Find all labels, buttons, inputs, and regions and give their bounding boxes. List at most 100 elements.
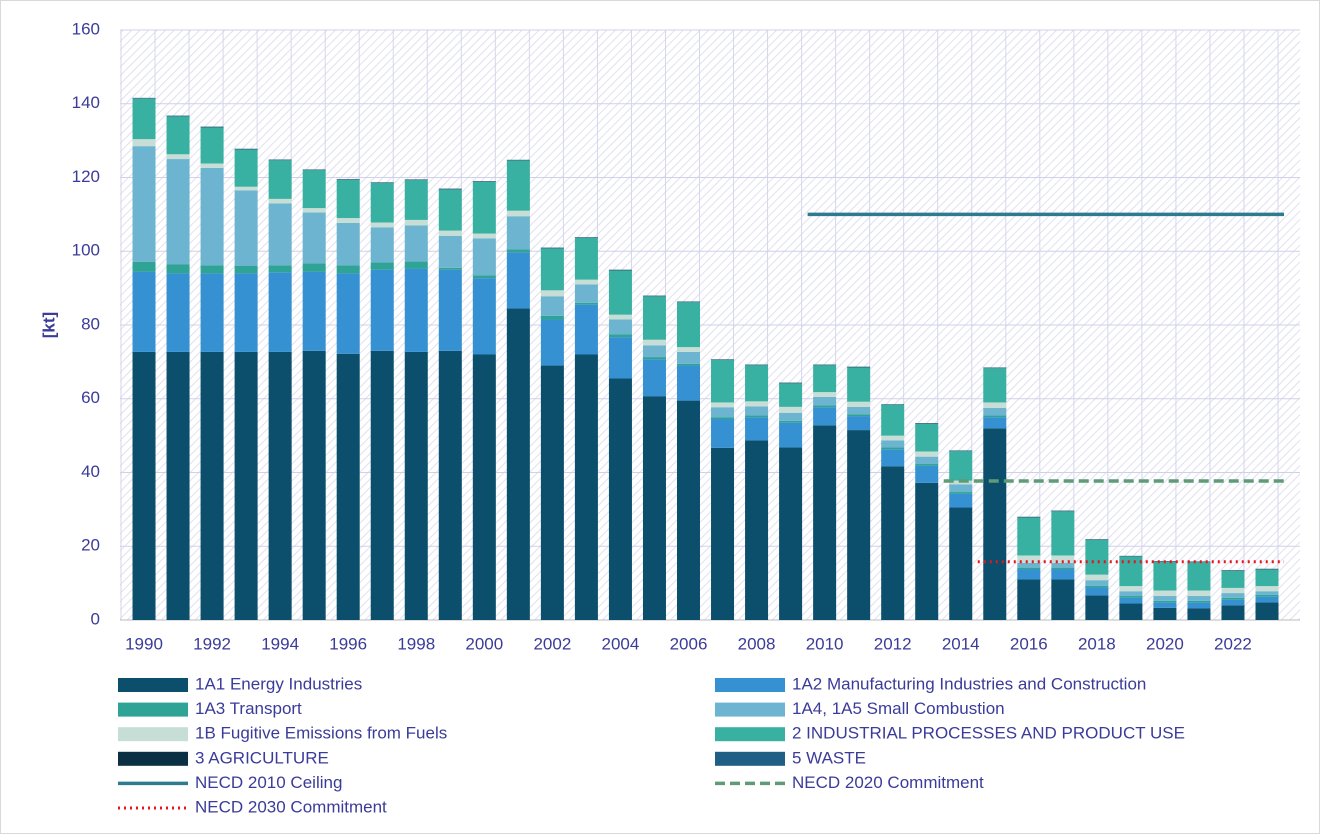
- bar-segment: [268, 198, 292, 204]
- legend-label: 5 WASTE: [792, 748, 866, 767]
- bar-segment: [881, 466, 905, 620]
- legend-label: NECD 2010 Ceiling: [195, 773, 342, 792]
- bar-segment: [472, 275, 496, 279]
- bar-segment: [779, 412, 803, 421]
- bar-segment: [676, 347, 700, 352]
- bar-segment: [1221, 570, 1245, 588]
- bar-segment: [1119, 597, 1143, 604]
- bar-segment: [370, 183, 394, 223]
- y-tick-label: 160: [72, 19, 100, 38]
- x-tick-label: 2008: [738, 634, 776, 653]
- y-tick-label: 0: [91, 609, 100, 628]
- legend-label: 3 AGRICULTURE: [195, 748, 329, 767]
- bar-segment: [608, 337, 632, 379]
- bar-segment: [608, 270, 632, 315]
- bar-segment: [370, 262, 394, 270]
- bar-segment: [881, 440, 905, 448]
- bar-segment: [200, 351, 224, 620]
- bar-segment: [438, 350, 462, 620]
- bar-segment: [132, 261, 156, 272]
- bar-segment: [302, 208, 326, 213]
- x-tick-label: 1996: [329, 634, 367, 653]
- bar-segment: [949, 492, 973, 494]
- bar-segment: [404, 225, 428, 262]
- bar-segment: [472, 181, 496, 234]
- bar-segment: [1187, 600, 1211, 603]
- bar-segment: [1153, 607, 1177, 620]
- x-tick-label: 1998: [397, 634, 435, 653]
- bar-segment: [745, 415, 769, 418]
- legend-label: 1A2 Manufacturing Industries and Constru…: [792, 674, 1146, 693]
- bar-segment: [983, 428, 1007, 620]
- bar-segment: [1255, 569, 1279, 587]
- bar-segment: [847, 416, 871, 431]
- bar-segment: [404, 351, 428, 620]
- bar-segment: [302, 271, 326, 351]
- bar-segment: [1221, 605, 1245, 620]
- bar-segment: [642, 357, 666, 360]
- bar-segment: [1187, 596, 1211, 601]
- x-tick-label: 1994: [261, 634, 299, 653]
- bar-segment: [642, 345, 666, 358]
- bar-segment: [813, 405, 837, 408]
- bar-segment: [506, 160, 530, 211]
- bar-segment: [676, 365, 700, 401]
- bar-segment: [676, 363, 700, 366]
- bar-segment: [336, 353, 360, 620]
- bar-segment: [1153, 596, 1177, 601]
- bar-segment: [745, 365, 769, 402]
- bar-segment: [438, 189, 462, 231]
- bar-segment: [1153, 590, 1177, 597]
- bar-segment: [813, 407, 837, 426]
- bar-segment: [1187, 562, 1211, 591]
- bar-segment: [676, 351, 700, 364]
- bar-segment: [1017, 579, 1041, 620]
- bar-segment: [813, 392, 837, 397]
- bar-segment: [1221, 597, 1245, 600]
- bar-segment: [915, 464, 939, 466]
- bar-segment: [132, 146, 156, 262]
- legend-swatch: [118, 702, 188, 717]
- x-tick-label: 1992: [193, 634, 231, 653]
- bar-segment: [676, 302, 700, 348]
- bar-segment: [779, 422, 803, 448]
- legend-label: 2 INDUSTRIAL PROCESSES AND PRODUCT USE: [792, 724, 1185, 743]
- bar-segment: [676, 400, 700, 620]
- bar-segment: [302, 170, 326, 209]
- y-tick-label: 140: [72, 93, 100, 112]
- bar-segment: [166, 273, 190, 352]
- bar-segment: [200, 265, 224, 274]
- bar-segment: [608, 334, 632, 338]
- bar-segment: [1119, 603, 1143, 620]
- bar-segment: [847, 401, 871, 407]
- legend-label: 1A1 Energy Industries: [195, 674, 362, 693]
- bar-segment: [983, 368, 1007, 403]
- bar-segment: [540, 315, 564, 320]
- bar-segment: [404, 268, 428, 352]
- bar-segment: [949, 484, 973, 493]
- bar-segment: [1119, 591, 1143, 597]
- bar-segment: [1221, 599, 1245, 606]
- bar-segment: [642, 296, 666, 340]
- x-tick-label: 2016: [1010, 634, 1048, 653]
- bar-segment: [132, 271, 156, 352]
- bar-segment: [711, 417, 735, 420]
- bar-segment: [234, 273, 258, 352]
- bar-segment: [642, 339, 666, 346]
- bar-segment: [881, 405, 905, 436]
- bar-segment: [472, 233, 496, 239]
- bar-segment: [1051, 555, 1075, 563]
- bar-segment: [711, 407, 735, 418]
- bar-segment: [1017, 567, 1041, 570]
- bar-segment: [540, 290, 564, 297]
- bar-segment: [574, 237, 598, 280]
- y-tick-label: 100: [72, 241, 100, 260]
- y-axis-label: [kt]: [39, 312, 58, 338]
- bar-segment: [200, 273, 224, 352]
- bar-segment: [881, 447, 905, 450]
- bar-segment: [983, 407, 1007, 416]
- bar-segment: [370, 269, 394, 351]
- bar-segment: [1119, 586, 1143, 592]
- bar-segment: [574, 302, 598, 305]
- bar-segment: [132, 139, 156, 147]
